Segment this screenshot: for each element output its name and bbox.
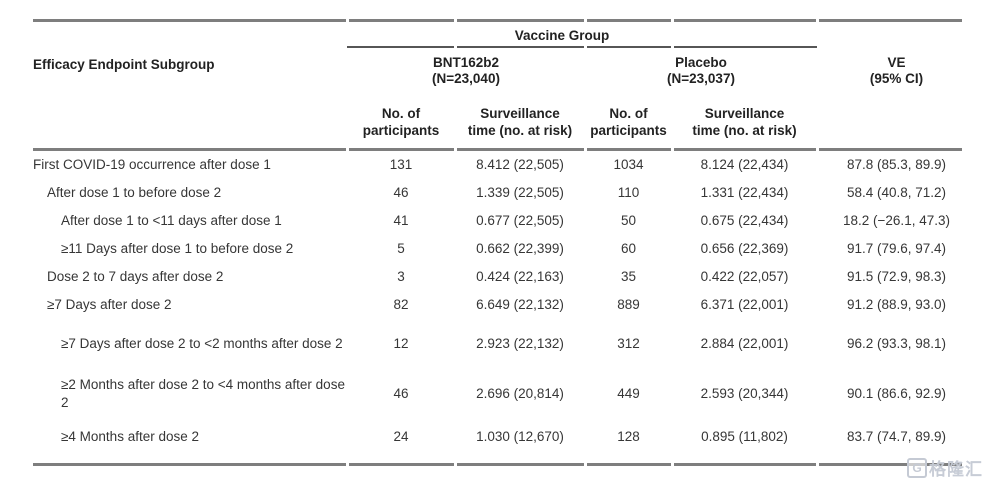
placebo-participants-cell: 60 — [620, 241, 637, 256]
table-row: ≥7 Days after dose 2 to <2 months after … — [33, 319, 962, 369]
bnt-participants-cell: 41 — [393, 213, 409, 228]
subgroup-column-header: Efficacy Endpoint Subgroup — [33, 57, 215, 72]
placebo-surveillance-cell: 8.124 (22,434) — [700, 157, 789, 172]
ve-cell: 58.4 (40.8, 71.2) — [846, 185, 947, 200]
placebo-participants-cell: 312 — [617, 336, 640, 351]
vaccine-group-underline — [347, 46, 817, 48]
bnt-surveillance-cell: 1.030 (12,670) — [476, 429, 564, 444]
row-label: ≥4 Months after dose 2 — [61, 429, 199, 444]
row-label: ≥11 Days after dose 1 to before dose 2 — [61, 241, 294, 256]
table-row: ≥2 Months after dose 2 to <4 months afte… — [33, 369, 962, 419]
table-header: Vaccine Group Efficacy Endpoint Subgroup… — [33, 22, 962, 148]
ve-cell: 18.2 (−26.1, 47.3) — [843, 213, 950, 228]
placebo-n: (N=23,037) — [667, 71, 735, 86]
table-row: Dose 2 to 7 days after dose 2 3 0.424 (2… — [33, 263, 962, 291]
placebo-participants-cell: 35 — [620, 269, 637, 284]
placebo-surveillance-cell: 0.422 (22,057) — [700, 269, 789, 284]
ve-cell: 90.1 (86.6, 92.9) — [846, 386, 947, 401]
bnt-participants-cell: 5 — [397, 241, 405, 256]
gelonghui-logo-icon: G — [907, 457, 927, 478]
table-row: After dose 1 to <11 days after dose 1 41… — [33, 207, 962, 235]
watermark-gelonghui: G 格隆汇 — [907, 455, 983, 480]
bnt-surveillance-cell: 0.662 (22,399) — [476, 241, 564, 256]
placebo-participants-cell: 1034 — [613, 157, 644, 172]
ve-cell: 91.7 (79.6, 97.4) — [846, 241, 947, 256]
table-top-rule — [33, 19, 962, 22]
bnt-participants-header: No. of participants — [362, 106, 440, 138]
placebo-participants-header: No. of participants — [590, 106, 667, 138]
bnt-surveillance-cell: 6.649 (22,132) — [476, 297, 564, 312]
table-mid-rule — [33, 148, 962, 151]
bnt-participants-cell: 131 — [389, 157, 413, 172]
placebo-participants-cell: 449 — [617, 386, 640, 401]
placebo-surveillance-header: Surveillance time (no. at risk) — [692, 106, 797, 138]
bnt-surveillance-cell: 8.412 (22,505) — [476, 157, 564, 172]
table-row: After dose 1 to before dose 2 46 1.339 (… — [33, 179, 962, 207]
ve-ci-label: (95% CI) — [869, 71, 924, 86]
row-label: Dose 2 to 7 days after dose 2 — [47, 269, 224, 284]
bnt-participants-cell: 46 — [393, 185, 409, 200]
placebo-participants-cell: 889 — [617, 297, 640, 312]
ve-cell: 87.8 (85.3, 89.9) — [846, 157, 947, 172]
placebo-surveillance-cell: 1.331 (22,434) — [700, 185, 789, 200]
bnt-participants-cell: 46 — [393, 386, 409, 401]
vaccine-group-header: Vaccine Group — [514, 27, 610, 43]
row-label: ≥7 Days after dose 2 — [47, 297, 172, 312]
table-row: ≥4 Months after dose 2 24 1.030 (12,670)… — [33, 419, 962, 463]
row-label: After dose 1 to before dose 2 — [47, 185, 222, 200]
bnt-participants-cell: 24 — [393, 429, 409, 444]
row-label: ≥2 Months after dose 2 to <4 months afte… — [61, 377, 345, 410]
bnt-surveillance-cell: 2.696 (20,814) — [476, 386, 564, 401]
table-row: ≥11 Days after dose 1 to before dose 2 5… — [33, 235, 962, 263]
watermark-text: 格隆汇 — [929, 460, 983, 479]
bnt-surveillance-cell: 2.923 (22,132) — [476, 336, 564, 351]
bnt-participants-cell: 12 — [393, 336, 409, 351]
row-label: First COVID-19 occurrence after dose 1 — [33, 157, 271, 172]
table-bottom-rule — [33, 463, 962, 466]
bnt-participants-cell: 82 — [393, 297, 409, 312]
bnt-participants-cell: 3 — [397, 269, 405, 284]
placebo-participants-cell: 110 — [617, 185, 640, 200]
ve-cell: 91.5 (72.9, 98.3) — [846, 269, 947, 284]
ve-label: VE — [887, 55, 906, 70]
placebo-surveillance-cell: 6.371 (22,001) — [700, 297, 789, 312]
placebo-group-header: Placebo (N=23,037) — [585, 48, 817, 95]
bnt-surveillance-header: Surveillance time (no. at risk) — [467, 106, 573, 138]
ve-cell: 96.2 (93.3, 98.1) — [846, 336, 947, 351]
bnt-surveillance-cell: 0.424 (22,163) — [476, 269, 564, 284]
efficacy-table: Vaccine Group Efficacy Endpoint Subgroup… — [33, 19, 962, 466]
placebo-participants-cell: 50 — [620, 213, 637, 228]
placebo-surveillance-cell: 0.895 (11,802) — [701, 429, 788, 444]
table-body: First COVID-19 occurrence after dose 1 1… — [33, 151, 962, 463]
bnt-surveillance-cell: 0.677 (22,505) — [476, 213, 564, 228]
placebo-surveillance-cell: 2.884 (22,001) — [700, 336, 789, 351]
placebo-name: Placebo — [675, 55, 727, 70]
placebo-surveillance-cell: 2.593 (20,344) — [700, 386, 789, 401]
bnt162b2-n: (N=23,040) — [432, 71, 500, 86]
placebo-surveillance-cell: 0.656 (22,369) — [700, 241, 789, 256]
ve-column-header: VE (95% CI) — [817, 48, 962, 95]
bnt162b2-name: BNT162b2 — [432, 55, 500, 70]
bnt-surveillance-cell: 1.339 (22,505) — [476, 185, 564, 200]
placebo-surveillance-cell: 0.675 (22,434) — [700, 213, 789, 228]
placebo-participants-cell: 128 — [617, 429, 640, 444]
bnt162b2-group-header: BNT162b2 (N=23,040) — [347, 48, 585, 95]
table-row: ≥7 Days after dose 2 82 6.649 (22,132) 8… — [33, 291, 962, 319]
table-row: First COVID-19 occurrence after dose 1 1… — [33, 151, 962, 179]
ve-cell: 91.2 (88.9, 93.0) — [846, 297, 947, 312]
ve-cell: 83.7 (74.7, 89.9) — [846, 429, 947, 444]
row-label: After dose 1 to <11 days after dose 1 — [61, 213, 282, 228]
row-label: ≥7 Days after dose 2 to <2 months after … — [61, 336, 343, 351]
